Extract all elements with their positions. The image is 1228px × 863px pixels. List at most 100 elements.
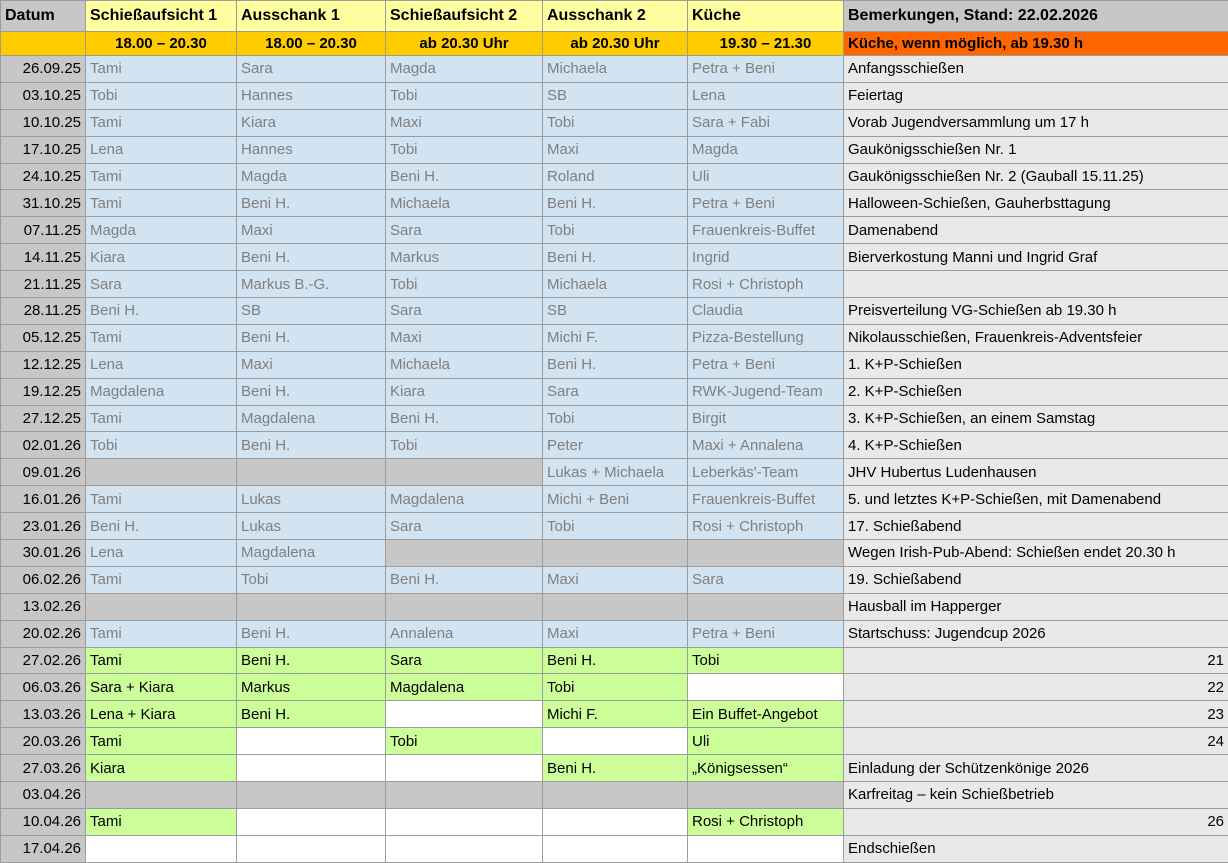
remark-cell: Endschießen	[844, 835, 1228, 862]
schedule-cell	[543, 808, 688, 835]
schedule-cell: Magdalena	[86, 378, 237, 405]
schedule-cell: Beni H.	[237, 190, 386, 217]
schedule-cell: Michaela	[543, 56, 688, 83]
schedule-cell: Ingrid	[688, 244, 844, 271]
schedule-cell	[86, 835, 237, 862]
schedule-cell: Maxi + Annalena	[688, 432, 844, 459]
schedule-cell: Petra + Beni	[688, 351, 844, 378]
date-cell: 06.02.26	[1, 566, 86, 593]
schedule-cell: Lukas + Michaela	[543, 459, 688, 486]
remark-cell: 2. K+P-Schießen	[844, 378, 1228, 405]
schedule-cell: Tami	[86, 808, 237, 835]
schedule-cell: Magda	[386, 56, 543, 83]
schedule-cell	[688, 593, 844, 620]
schedule-cell: Maxi	[543, 620, 688, 647]
time-header-ausschank-2: ab 20.30 Uhr	[543, 32, 688, 56]
schedule-cell: Lena	[86, 351, 237, 378]
schedule-cell: Hannes	[237, 82, 386, 109]
schedule-cell: Michi F.	[543, 324, 688, 351]
date-cell: 17.04.26	[1, 835, 86, 862]
date-cell: 31.10.25	[1, 190, 86, 217]
date-cell: 13.03.26	[1, 701, 86, 728]
date-cell: 20.03.26	[1, 728, 86, 755]
date-cell: 13.02.26	[1, 593, 86, 620]
schedule-cell: Sara	[386, 513, 543, 540]
date-cell: 23.01.26	[1, 513, 86, 540]
date-cell: 17.10.25	[1, 136, 86, 163]
remark-cell: Einladung der Schützenkönige 2026	[844, 755, 1228, 782]
schedule-cell: Beni H.	[386, 405, 543, 432]
schedule-cell: SB	[543, 298, 688, 325]
remark-cell: 5. und letztes K+P-Schießen, mit Damenab…	[844, 486, 1228, 513]
schedule-cell: Leberkäs'-Team	[688, 459, 844, 486]
date-cell: 20.02.26	[1, 620, 86, 647]
date-cell: 21.11.25	[1, 271, 86, 298]
date-cell: 24.10.25	[1, 163, 86, 190]
schedule-cell: Sara	[386, 647, 543, 674]
date-cell: 10.04.26	[1, 808, 86, 835]
schedule-cell	[386, 835, 543, 862]
schedule-cell: Tobi	[386, 728, 543, 755]
table-row: 17.04.26 Endschießen	[1, 835, 1228, 862]
remark-cell: Gaukönigsschießen Nr. 1	[844, 136, 1228, 163]
schedule-cell: Michaela	[543, 271, 688, 298]
remark-cell: Nikolausschießen, Frauenkreis-Adventsfei…	[844, 324, 1228, 351]
schedule-cell: Lena	[688, 82, 844, 109]
schedule-cell: Markus	[386, 244, 543, 271]
schedule-cell: Tami	[86, 109, 237, 136]
col-header-ausschank-2: Ausschank 2	[543, 1, 688, 32]
schedule-cell	[386, 540, 543, 567]
schedule-cell: Lena	[86, 136, 237, 163]
schedule-cell	[86, 782, 237, 809]
date-cell: 10.10.25	[1, 109, 86, 136]
schedule-cell: Tami	[86, 163, 237, 190]
time-header-schiessaufsicht-1: 18.00 – 20.30	[86, 32, 237, 56]
schedule-cell: Tobi	[86, 82, 237, 109]
schedule-cell: Kiara	[86, 755, 237, 782]
schedule-cell: Tobi	[86, 432, 237, 459]
remark-cell: 21	[844, 647, 1228, 674]
date-cell: 12.12.25	[1, 351, 86, 378]
schedule-cell: Beni H.	[543, 351, 688, 378]
remark-cell: Preisverteilung VG-Schießen ab 19.30 h	[844, 298, 1228, 325]
schedule-cell: „Königsessen“	[688, 755, 844, 782]
remark-cell	[844, 271, 1228, 298]
schedule-cell: Tobi	[543, 217, 688, 244]
schedule-cell: Maxi	[386, 109, 543, 136]
schedule-cell: Markus	[237, 674, 386, 701]
remark-cell: 24	[844, 728, 1228, 755]
date-cell: 30.01.26	[1, 540, 86, 567]
schedule-cell: Tami	[86, 620, 237, 647]
schedule-cell	[237, 808, 386, 835]
col-header-datum: Datum	[1, 1, 86, 32]
schedule-cell: Beni H.	[237, 432, 386, 459]
schedule-cell: Beni H.	[237, 620, 386, 647]
schedule-cell: Tami	[86, 405, 237, 432]
schedule-cell: Rosi + Christoph	[688, 271, 844, 298]
schedule-cell: Sara	[543, 378, 688, 405]
remark-cell: Gaukönigsschießen Nr. 2 (Gauball 15.11.2…	[844, 163, 1228, 190]
remark-cell: Feiertag	[844, 82, 1228, 109]
schedule-cell: Claudia	[688, 298, 844, 325]
date-cell: 26.09.25	[1, 56, 86, 83]
schedule-cell: Sara + Fabi	[688, 109, 844, 136]
schedule-cell: Tobi	[237, 566, 386, 593]
schedule-cell: Petra + Beni	[688, 190, 844, 217]
schedule-cell: Magdalena	[237, 405, 386, 432]
schedule-cell: Beni H.	[237, 244, 386, 271]
schedule-cell: Maxi	[543, 566, 688, 593]
schedule-cell: Sara + Kiara	[86, 674, 237, 701]
date-cell: 03.10.25	[1, 82, 86, 109]
